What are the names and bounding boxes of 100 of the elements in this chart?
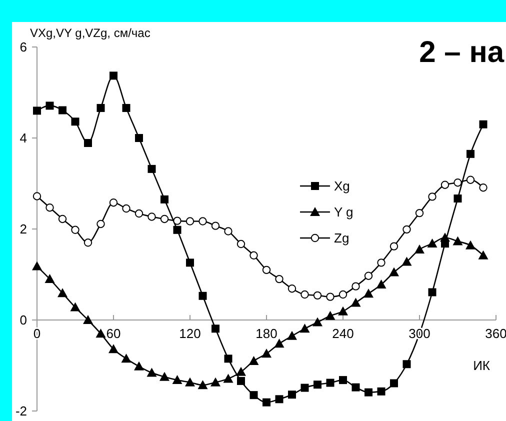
y-tick-label: 0: [20, 312, 27, 328]
legend-label: Zg: [334, 230, 350, 246]
point: [275, 274, 284, 284]
point: [287, 330, 297, 340]
point: [352, 282, 360, 290]
point: [250, 251, 258, 260]
point: [350, 298, 361, 307]
y-tick-label: 6: [20, 40, 27, 55]
point: [300, 290, 309, 299]
point: [198, 217, 207, 226]
point: [466, 176, 475, 184]
point: [58, 288, 68, 298]
point: [84, 139, 92, 148]
y-tick-label: 2: [20, 222, 27, 237]
point: [148, 212, 156, 221]
point: [236, 366, 246, 376]
point: [466, 240, 476, 250]
point: [109, 198, 118, 207]
point: [110, 72, 118, 80]
point: [389, 267, 399, 276]
point: [288, 284, 296, 293]
point: [364, 288, 374, 298]
point: [121, 354, 132, 363]
x-tick-label: 120: [179, 326, 201, 341]
point: [376, 280, 386, 289]
y-axis-title: VXg,VY g,VZg, см/час: [30, 26, 150, 40]
point: [479, 183, 488, 192]
point: [32, 192, 42, 200]
point: [325, 310, 336, 320]
point: [122, 104, 130, 112]
point: [198, 292, 207, 300]
y-tick-label: -2: [15, 404, 27, 419]
point: [339, 376, 347, 384]
point: [186, 258, 194, 267]
point: [108, 344, 118, 354]
point: [326, 378, 334, 387]
point: [172, 375, 182, 384]
point: [326, 292, 334, 301]
point: [428, 192, 436, 201]
point: [160, 195, 168, 204]
x-axis-title: ИК: [473, 358, 490, 373]
point: [402, 360, 411, 368]
point: [250, 391, 258, 400]
point: [46, 204, 54, 212]
x-tick-label: 180: [256, 326, 278, 341]
point: [32, 261, 42, 270]
point: [314, 380, 322, 389]
point: [338, 306, 348, 316]
point: [402, 225, 411, 234]
point: [390, 242, 398, 250]
point: [46, 102, 54, 110]
point: [212, 324, 220, 333]
legend-label: Y g: [334, 204, 354, 220]
point: [173, 226, 182, 234]
point: [288, 390, 296, 399]
point: [364, 272, 373, 280]
point: [390, 379, 398, 388]
point: [96, 104, 105, 112]
point: [262, 266, 271, 274]
point: [210, 377, 220, 386]
point: [415, 208, 424, 218]
point: [83, 315, 93, 324]
point: [262, 398, 270, 406]
point: [148, 164, 156, 173]
point: [274, 338, 284, 348]
x-tick-label: 60: [106, 326, 121, 341]
point: [224, 227, 232, 236]
point: [414, 244, 424, 254]
point: [275, 395, 284, 404]
point: [223, 374, 234, 383]
point: [96, 220, 105, 228]
point: [300, 384, 309, 392]
x-tick-label: 360: [485, 326, 506, 341]
y-tick-label: 4: [20, 130, 27, 146]
point: [440, 232, 450, 242]
point: [173, 216, 182, 225]
point: [211, 222, 220, 230]
point: [248, 356, 259, 365]
x-tick-label: 0: [33, 326, 41, 341]
point: [58, 214, 67, 224]
point: [58, 106, 66, 114]
point: [122, 204, 130, 213]
point: [186, 217, 194, 226]
point: [33, 106, 41, 115]
point: [224, 354, 232, 363]
point: [479, 120, 488, 128]
point: [236, 240, 246, 248]
point: [134, 209, 144, 218]
point: [364, 388, 372, 396]
point: [454, 194, 462, 203]
point: [478, 250, 488, 260]
point: [135, 134, 143, 142]
annotation: 2 – на: [419, 36, 504, 69]
point: [160, 372, 170, 381]
legend-label: Xg: [334, 178, 350, 194]
point: [198, 380, 208, 390]
point: [96, 328, 106, 338]
point: [428, 288, 436, 296]
point: [454, 178, 462, 187]
point: [402, 256, 412, 266]
